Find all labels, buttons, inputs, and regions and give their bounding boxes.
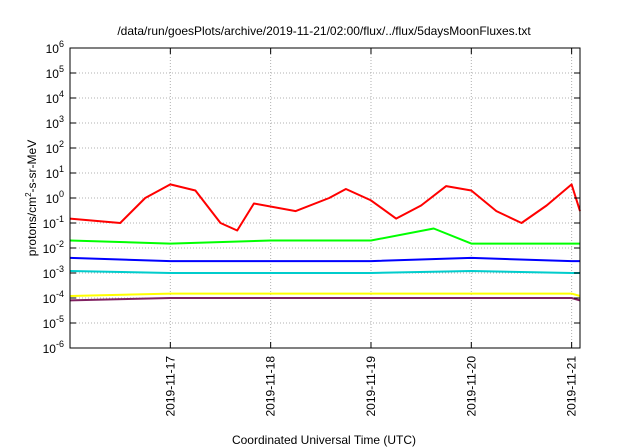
y-tick-label: 10-6 [43,339,64,356]
x-tick-label: 2019-11-18 [264,356,278,417]
series-line [69,297,581,302]
y-tick-label: 10-2 [43,239,64,256]
y-tick-label: 106 [46,39,64,56]
x-axis-label: Coordinated Universal Time (UTC) [232,433,416,447]
y-tick-label: 103 [46,114,64,131]
y-tick-label: 100 [46,189,64,206]
y-axis-label: protons/cm2-s-sr-MeV [24,140,39,256]
series-line [69,256,580,263]
y-tick-label: 10-1 [43,214,64,231]
x-tick-label: 2019-11-20 [464,356,478,417]
x-tick-label: 2019-11-17 [163,356,177,417]
x-axis-ticks: 2019-11-17 2019-11-18 2019-11-19 2019-11-20… [163,48,579,417]
series-line [69,292,581,297]
series-line [69,183,581,232]
y-tick-label: 105 [46,64,64,81]
x-tick-label: 2019-11-19 [364,356,378,417]
y-axis-ticks: 10-6 10-5 10-4 10-3 10-2 10-1 100 101 102 103 104 1… [43,39,580,356]
y-tick-label: 10-5 [43,314,64,331]
x-tick-label: 2019-11-21 [565,356,579,417]
series-line [69,227,580,245]
chart-title: /data/run/goesPlots/archive/2019-11-21/0… [117,24,531,38]
y-tick-label: 104 [46,89,64,106]
y-tick-label: 101 [46,164,64,181]
series-line [69,270,580,274]
y-tick-label: 10-3 [43,264,64,281]
y-tick-label: 102 [46,139,64,156]
series-group [69,183,581,302]
y-tick-label: 10-4 [43,289,64,306]
